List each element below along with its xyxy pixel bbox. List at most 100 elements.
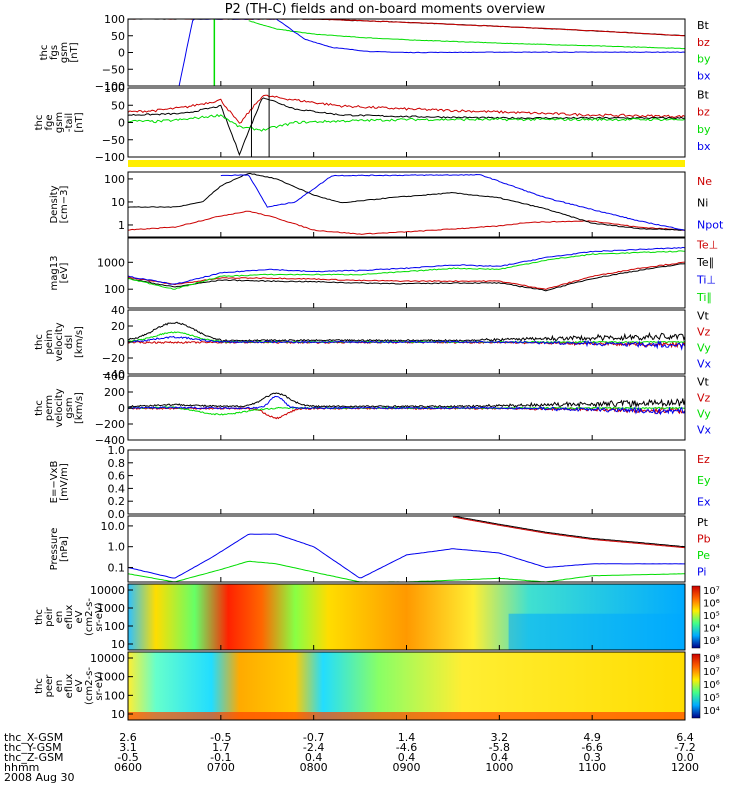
panel-peir-ytick-label-2: 100 [104,620,125,633]
footer-value-3-1: 0700 [207,761,235,774]
panel-peer-colorbar-label-2: 10⁶ [703,680,720,691]
panel-pressure-legend-2: Pe [697,549,710,562]
panel-temp-ytick-label-0: 1000 [97,256,125,269]
series-bx [178,19,685,86]
panel-peer-ylabel-2: en [54,680,65,693]
panel-fge-legend-0: Bt [697,88,710,101]
panel-fgs-legend-0: Bt [697,19,710,32]
panel-peer-ylabel-1: peer [44,674,55,698]
panel-peim-ylabel-4: [km/s] [74,326,85,358]
panel-pressure-ylabel-0: Pressure [49,528,60,571]
panel-efield-ytick-label-3: 0.4 [108,482,126,495]
footer-value-2-2: 0.4 [305,751,323,764]
footer-value-2-5: 0.3 [583,751,601,764]
panel-peer-ytick-label-2: 100 [104,689,125,702]
footer-value-2-6: 0.0 [676,751,694,764]
panel-density-legend-0: Ne [697,175,712,188]
panel-fgs-ylabel-2: gsm [59,42,70,63]
panel-peir-ylabel-4: eV [74,610,85,623]
panel-fgs-ylabel-0: thc [39,45,50,61]
panel-fgs-ytick-label-4: −100 [95,80,125,93]
panel-peim-ylabel-3: dsl [64,335,75,349]
series-Npot [220,173,685,231]
footer-date: 2008 Aug 30 [4,771,74,784]
panel-efield-ytick-label-5: 0.0 [108,508,126,521]
panel-density-plot [128,172,685,235]
panel-temp-legend-1: Te∥ [696,256,714,269]
series-Pi [128,533,685,579]
series-Ni [128,172,685,231]
panel-peir-low-energy-band [508,613,685,650]
series-Ti⊥ [128,246,685,285]
panel-perm-ylabel-0: thc [34,400,45,416]
panel-perm-plot [128,392,685,420]
panel-peir-ytick-label-1: 1000 [97,602,125,615]
perm-trace-black [128,392,685,409]
panel-peer-colorbar-label-1: 10⁷ [703,667,720,678]
panel-peir-ylabel-3: eflux [64,605,75,630]
panel-peir-colorbar [691,585,701,649]
panel-fgs-ylabel-3: [nT] [69,42,80,62]
footer-label-thc-x-gsm: thc_X-GSM [4,731,63,744]
panel-peer-colorbar [691,653,701,719]
panel-density-legend-2: Npot [697,218,724,231]
footer-group: thc_X-GSM 2.6 -0.5 -0.7 1.4 3.2 4.9 6.4 thc_Y-GS… [4,731,699,784]
panel-efield-ytick-label-2: 0.6 [108,470,126,483]
fge-trace-red [128,94,685,124]
panel-peim-ytick-label-1: 20 [111,320,125,333]
footer-value-2-1: -0.1 [210,751,231,764]
panel-peir-ylabel-2: en [54,611,65,624]
panel-peer-ytick-label-0: 10000 [90,652,125,665]
panel-peim-ylabel-1: peim [44,329,55,354]
panel-temp-legend-3: Ti∥ [696,291,712,304]
footer-value-2-3: 0.4 [398,751,416,764]
panel-density-ytick-label-2: 1 [118,219,125,232]
panel-peir-ylabel-1: peir [44,606,55,626]
panel-perm-ylabel-3: gsm [64,397,75,418]
series-Pe [128,560,685,582]
panel-peer-plot [128,652,685,720]
footer-value-3-5: 1100 [578,761,606,774]
panel-peer-colorbar-label-4: 10⁴ [703,706,720,717]
panel-perm-ytick-label-2: 0 [118,402,125,415]
panel-pressure-plot [128,516,685,582]
panel-peir-plot [128,584,685,650]
panel-pressure-ytick-label-1: 1.0 [108,541,126,554]
panel-fge-ytick-label-3: −50 [102,134,125,147]
panel-fge-ytick-label-1: 50 [111,99,125,112]
panel-pressure-ylabel-1: [nPa] [59,536,70,562]
panel-efield-ytick-label-4: 0.2 [108,495,126,508]
panel-peim-ylabel-0: thc [34,334,45,350]
panel-peer-ylabel-6: sr-eV) [94,671,105,700]
panel-peer-ytick-label-3: 10 [111,708,125,721]
fge-trace-black [128,97,685,157]
panel-temp-ylabel-1: [eV] [59,263,70,284]
panel-density-ytick-label-1: 10 [111,196,125,209]
panel-peir-colorbar-label-4: 10³ [703,636,720,647]
footer-value-0-2: -0.7 [303,731,324,744]
panel-density-ylabel-1: [cm−3] [59,186,70,224]
panel-pressure-legend-0: Pt [697,516,709,529]
panel-fgs-ytick-label-0: 100 [104,13,125,26]
panel-peer-colorbar-label-0: 10⁸ [703,654,720,665]
panel-perm-ytick-label-0: 400 [104,370,125,383]
series-Pb [452,516,685,549]
panel-fge-ylabel-3: -tail [64,113,75,132]
panel-peer-spectrogram [128,652,685,720]
footer-label-thc-y-gsm: thc_Y-GSM [4,741,62,754]
panel-perm-ytick-label-4: −400 [95,434,125,447]
panel-fgs-legend-3: bx [697,69,711,82]
panel-peer-ylabel-5: (cm2-s- [84,667,95,705]
footer-value-0-1: -0.5 [210,731,231,744]
panel-perm-ylabel-4: [km/s] [74,392,85,424]
footer-value-3-3: 0900 [393,761,421,774]
panel-fge-ylabel-0: thc [34,115,45,131]
panel-temp-legend-0: Te⊥ [696,239,718,252]
perm-trace-green [128,406,685,416]
panel-peer-ylabel-0: thc [34,678,45,694]
footer-value-0-4: 3.2 [491,731,509,744]
panel-peir-colorbar-label-1: 10⁶ [703,599,720,610]
panel-fge-legend-3: bx [697,140,711,153]
footer-value-1-5: -6.6 [581,741,602,754]
footer-label-thc-z-gsm: thc_Z-GSM [4,751,64,764]
